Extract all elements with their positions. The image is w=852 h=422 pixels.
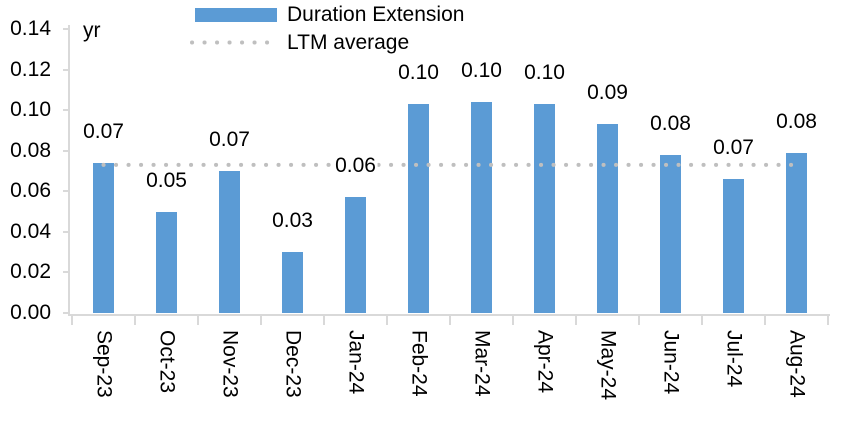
- x-axis-tick: [638, 316, 640, 325]
- y-axis-tick: [63, 271, 70, 274]
- bar: [660, 154, 681, 313]
- x-axis-line: [68, 314, 830, 316]
- y-axis-tick-label: 0.08: [10, 138, 51, 162]
- x-axis-tick: [449, 316, 451, 325]
- x-axis-tick: [575, 316, 577, 325]
- y-axis-tick: [63, 230, 70, 233]
- x-axis-category-label: Jun-24: [659, 330, 683, 395]
- bar-data-label: 0.07: [81, 118, 126, 145]
- bar-data-label: 0.08: [648, 110, 693, 137]
- y-axis-tick-label: 0.10: [10, 98, 51, 122]
- x-axis-category-label: Apr-24: [533, 330, 557, 394]
- y-axis-line: [68, 25, 70, 316]
- dotted-line-swatch-icon: [190, 40, 276, 45]
- bar: [723, 179, 744, 313]
- x-axis-tick: [71, 316, 73, 325]
- x-axis-category-label: Oct-23: [155, 330, 179, 394]
- bar-data-label: 0.03: [270, 208, 315, 235]
- x-axis-tick: [764, 316, 766, 325]
- y-axis-tick: [63, 109, 70, 112]
- y-axis-tick-label: 0.14: [10, 17, 51, 40]
- legend-label-duration-extension: Duration Extension: [287, 3, 465, 26]
- y-axis-tick: [63, 149, 70, 152]
- bar: [156, 211, 177, 313]
- bar: [408, 104, 429, 313]
- x-axis-category-label: Nov-23: [218, 330, 242, 398]
- x-axis-tick: [512, 316, 514, 325]
- y-axis-tick-label: 0.06: [10, 179, 51, 203]
- bar-data-label: 0.07: [207, 127, 252, 153]
- x-axis-category-label: Feb-24: [407, 330, 431, 397]
- y-axis-tick-label: 0.00: [10, 301, 51, 324]
- y-axis-tick: [63, 68, 70, 71]
- bar-series-swatch-icon: [195, 8, 277, 22]
- x-axis-tick: [197, 316, 199, 325]
- x-axis-category-label: May-24: [596, 330, 620, 401]
- bar-data-label: 0.07: [711, 135, 756, 162]
- bar-data-label: 0.05: [144, 167, 189, 194]
- x-axis-category-label: Aug-24: [785, 330, 809, 398]
- bar-data-label: 0.10: [396, 60, 441, 87]
- x-axis-tick: [386, 316, 388, 325]
- legend-label-ltm-average: LTM average: [287, 31, 410, 54]
- bar: [534, 104, 555, 313]
- bar: [345, 197, 366, 313]
- x-axis-category-label: Sep-23: [92, 330, 116, 398]
- bar: [597, 124, 618, 313]
- bar-data-label: 0.06: [333, 153, 378, 180]
- y-axis-tick: [63, 28, 70, 30]
- x-axis-tick: [827, 316, 829, 325]
- x-axis-tick: [260, 316, 262, 325]
- bar: [93, 162, 114, 313]
- x-axis-category-label: Jul-24: [722, 330, 746, 388]
- x-axis-category-label: Dec-23: [281, 330, 305, 398]
- bar: [219, 171, 240, 313]
- bar-data-label: 0.10: [522, 60, 567, 87]
- y-axis-tick-label: 0.12: [10, 57, 51, 81]
- x-axis-tick: [701, 316, 703, 325]
- x-axis-tick: [134, 316, 136, 325]
- bar: [282, 252, 303, 313]
- y-axis-tick: [63, 312, 70, 314]
- x-axis-category-label: Mar-24: [470, 330, 494, 397]
- y-axis-tick-label: 0.02: [10, 260, 51, 284]
- y-axis-unit-label: yr: [83, 19, 101, 42]
- y-axis-tick: [63, 190, 70, 193]
- y-axis-tick-label: 0.04: [10, 219, 51, 243]
- bar-data-label: 0.10: [459, 58, 504, 85]
- x-axis-tick: [323, 316, 325, 325]
- bar: [786, 152, 807, 313]
- bar: [471, 102, 492, 313]
- bar-data-label: 0.08: [774, 108, 819, 135]
- x-axis-category-label: Jan-24: [344, 330, 368, 395]
- bar-data-label: 0.09: [585, 80, 630, 107]
